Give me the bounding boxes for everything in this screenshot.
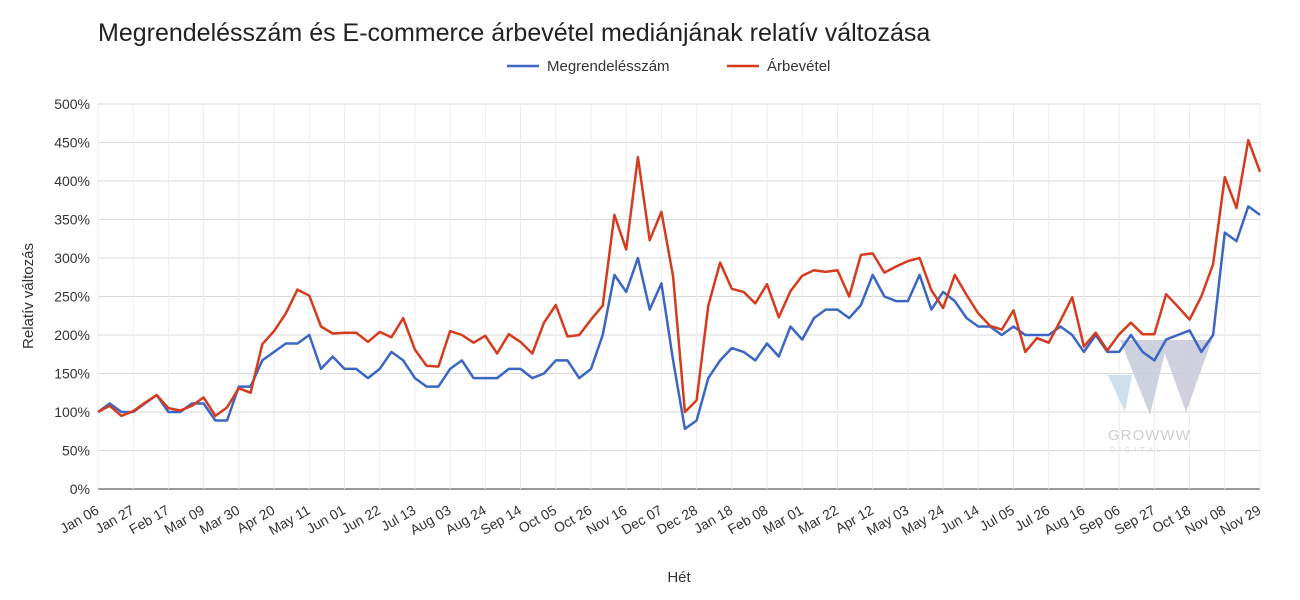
y-axis-ticks: 0% 50% 100% 150% 200% 250% 300% 350% 400% 450% 500… xyxy=(54,96,90,497)
y-tick-label: 450% xyxy=(54,135,90,151)
growww-logo-watermark: GROWWW DIGITAL xyxy=(1108,340,1212,454)
y-tick-label: 250% xyxy=(54,289,90,305)
legend: Megrendelésszám Árbevétel xyxy=(507,58,830,75)
watermark-logo-shape xyxy=(1108,375,1132,412)
y-tick-label: 400% xyxy=(54,173,90,189)
y-tick-label: 500% xyxy=(54,96,90,112)
x-tick-label: Dec 28 xyxy=(654,502,701,538)
y-tick-label: 300% xyxy=(54,250,90,266)
watermark-brand: GROWWW xyxy=(1108,427,1191,444)
x-tick-label: Jun 01 xyxy=(304,502,349,537)
x-tick-label: Jul 05 xyxy=(977,502,1018,535)
x-tick-label: Jun 22 xyxy=(339,502,384,537)
legend-label: Megrendelésszám xyxy=(547,58,670,75)
gridlines xyxy=(97,103,1261,490)
watermark-logo-shape xyxy=(1160,340,1212,412)
y-tick-label: 350% xyxy=(54,212,90,228)
y-tick-label: 100% xyxy=(54,404,90,420)
x-tick-label: Nov 29 xyxy=(1217,502,1264,538)
watermark-sub: DIGITAL xyxy=(1110,447,1165,454)
x-tick-label: Sep 14 xyxy=(478,502,525,538)
x-tick-label: Mar 22 xyxy=(795,502,841,538)
y-tick-label: 50% xyxy=(62,443,90,459)
x-tick-label: May 11 xyxy=(266,502,313,538)
legend-label: Árbevétel xyxy=(767,58,830,75)
y-tick-label: 150% xyxy=(54,366,90,382)
x-tick-label: Mar 30 xyxy=(197,502,243,538)
x-tick-label: Jan 06 xyxy=(57,502,102,537)
series-lines xyxy=(97,138,1262,431)
y-tick-label: 0% xyxy=(70,481,90,497)
x-axis-label: Hét xyxy=(667,569,691,586)
y-axis-label: Relatív változás xyxy=(20,243,37,349)
chart-title: Megrendelésszám és E-commerce árbevétel … xyxy=(98,19,930,47)
x-tick-label: Oct 05 xyxy=(516,502,560,537)
x-tick-label: Sep 27 xyxy=(1111,502,1158,538)
y-tick-label: 200% xyxy=(54,327,90,343)
series-line-arbevetel xyxy=(97,138,1262,418)
series-line-megrendelesszam xyxy=(97,205,1261,431)
x-tick-label: Jun 14 xyxy=(937,502,982,537)
